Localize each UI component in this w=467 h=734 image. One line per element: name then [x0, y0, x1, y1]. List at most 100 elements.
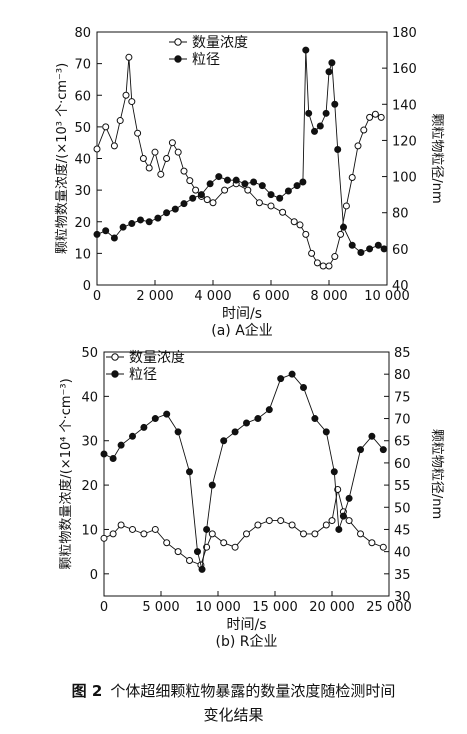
y-right-tick-label: 55 [394, 479, 411, 494]
data-point-size [220, 437, 228, 445]
data-point-concentration [244, 186, 252, 194]
x-tick-label: 8 000 [310, 289, 347, 304]
figure-label: 图 2 [71, 682, 103, 700]
data-point-concentration [300, 530, 307, 538]
data-point-concentration [357, 530, 364, 538]
x-tick-label: 6 000 [252, 289, 289, 304]
data-point-size [328, 59, 336, 67]
data-point-size [186, 468, 193, 476]
series-size [100, 370, 387, 573]
series-size [93, 46, 388, 256]
y-left-tick-label: 30 [74, 184, 91, 199]
legend-marker-open [111, 353, 119, 361]
data-point-concentration [151, 525, 159, 533]
data-point-size [379, 446, 387, 454]
y-right-tick-label: 180 [392, 26, 417, 41]
y-left-tick-label: 0 [90, 568, 98, 583]
data-point-concentration [100, 534, 108, 542]
y-left-tick-label: 80 [74, 26, 91, 41]
x-axis-title: 时间/s [222, 306, 262, 322]
data-point-concentration [322, 521, 330, 529]
panel-a: 0 2 000 4 000 6 000 8 000 10 000 0 10 20 30 40 50 60… [54, 26, 444, 339]
data-point-size [193, 548, 201, 556]
data-point-concentration [192, 186, 200, 194]
data-point-concentration [331, 253, 339, 261]
data-point-size [109, 454, 117, 462]
data-point-concentration [328, 517, 336, 525]
data-point-size [334, 145, 342, 153]
data-point-concentration [221, 186, 229, 194]
data-point-size [171, 205, 179, 213]
data-point-size [340, 223, 347, 231]
data-point-size [145, 218, 153, 226]
y-right-tick-label: 85 [394, 346, 411, 361]
data-point-concentration [134, 129, 142, 137]
x-tick-label: 0 [100, 600, 108, 615]
data-point-concentration [366, 113, 374, 121]
data-point-size [267, 191, 275, 199]
data-point-size [331, 100, 339, 108]
data-point-size [180, 200, 188, 208]
data-point-concentration [109, 530, 117, 538]
series-line [103, 373, 384, 570]
data-point-size [140, 423, 148, 431]
y-right-tick-label: 40 [392, 279, 409, 294]
legend-label: 粒径 [129, 367, 157, 383]
data-point-concentration [174, 148, 182, 156]
y-right-tick-label: 50 [394, 501, 411, 516]
data-point-concentration [209, 199, 217, 207]
data-point-size [348, 241, 356, 249]
y-right-tick-label: 35 [394, 568, 411, 583]
data-point-size [311, 415, 319, 423]
data-point-size [231, 428, 239, 436]
data-point-size [300, 383, 307, 391]
data-point-size [151, 415, 159, 423]
y-left-tick-label: 20 [74, 216, 91, 231]
data-point-size [128, 220, 136, 228]
x-tick-label: 5 000 [142, 600, 179, 615]
data-point-concentration [267, 202, 275, 210]
data-point-size [102, 227, 110, 235]
data-point-concentration [296, 221, 304, 229]
y-left-tick-label: 40 [74, 153, 91, 168]
data-point-size [254, 415, 262, 423]
x-tick-label: 25 000 [366, 600, 412, 615]
y-left-axis-title: 颗粒物数量浓度/(×10⁴ 个·cm⁻³) [58, 378, 74, 569]
data-point-size [129, 432, 136, 440]
data-point-concentration [231, 543, 239, 551]
data-point-size [265, 406, 273, 414]
data-point-size [357, 446, 364, 454]
data-point-concentration [220, 539, 228, 547]
x-tick-label: 10 000 [195, 600, 241, 615]
figure-caption-continued: 变化结果 [0, 704, 467, 725]
data-point-size [174, 428, 182, 436]
data-point-concentration [354, 142, 362, 150]
data-point-concentration [145, 164, 153, 172]
data-point-concentration [254, 521, 262, 529]
x-tick-label: 0 [93, 289, 101, 304]
y-right-tick-label: 45 [394, 523, 411, 538]
data-point-concentration [122, 91, 130, 99]
data-point-size [322, 109, 330, 117]
legend-label: 粒径 [192, 52, 220, 68]
data-point-size [357, 248, 365, 256]
y-right-tick-label: 30 [394, 590, 411, 605]
data-point-concentration [243, 530, 250, 538]
data-point-size [163, 209, 171, 217]
data-point-size [366, 245, 374, 253]
y-left-tick-label: 30 [81, 435, 98, 450]
panel-subtitle: (b) R企业 [216, 633, 278, 650]
data-point-concentration [360, 126, 368, 134]
data-point-size [215, 173, 223, 181]
y-right-tick-label: 160 [392, 62, 417, 77]
data-point-concentration [110, 142, 118, 150]
data-point-concentration [368, 539, 376, 547]
data-point-concentration [288, 521, 296, 529]
data-point-size [154, 214, 162, 222]
data-point-concentration [186, 177, 194, 185]
data-point-size [277, 375, 285, 383]
data-point-concentration [377, 113, 385, 121]
data-point-size [311, 127, 318, 135]
y-left-tick-label: 60 [74, 89, 91, 104]
